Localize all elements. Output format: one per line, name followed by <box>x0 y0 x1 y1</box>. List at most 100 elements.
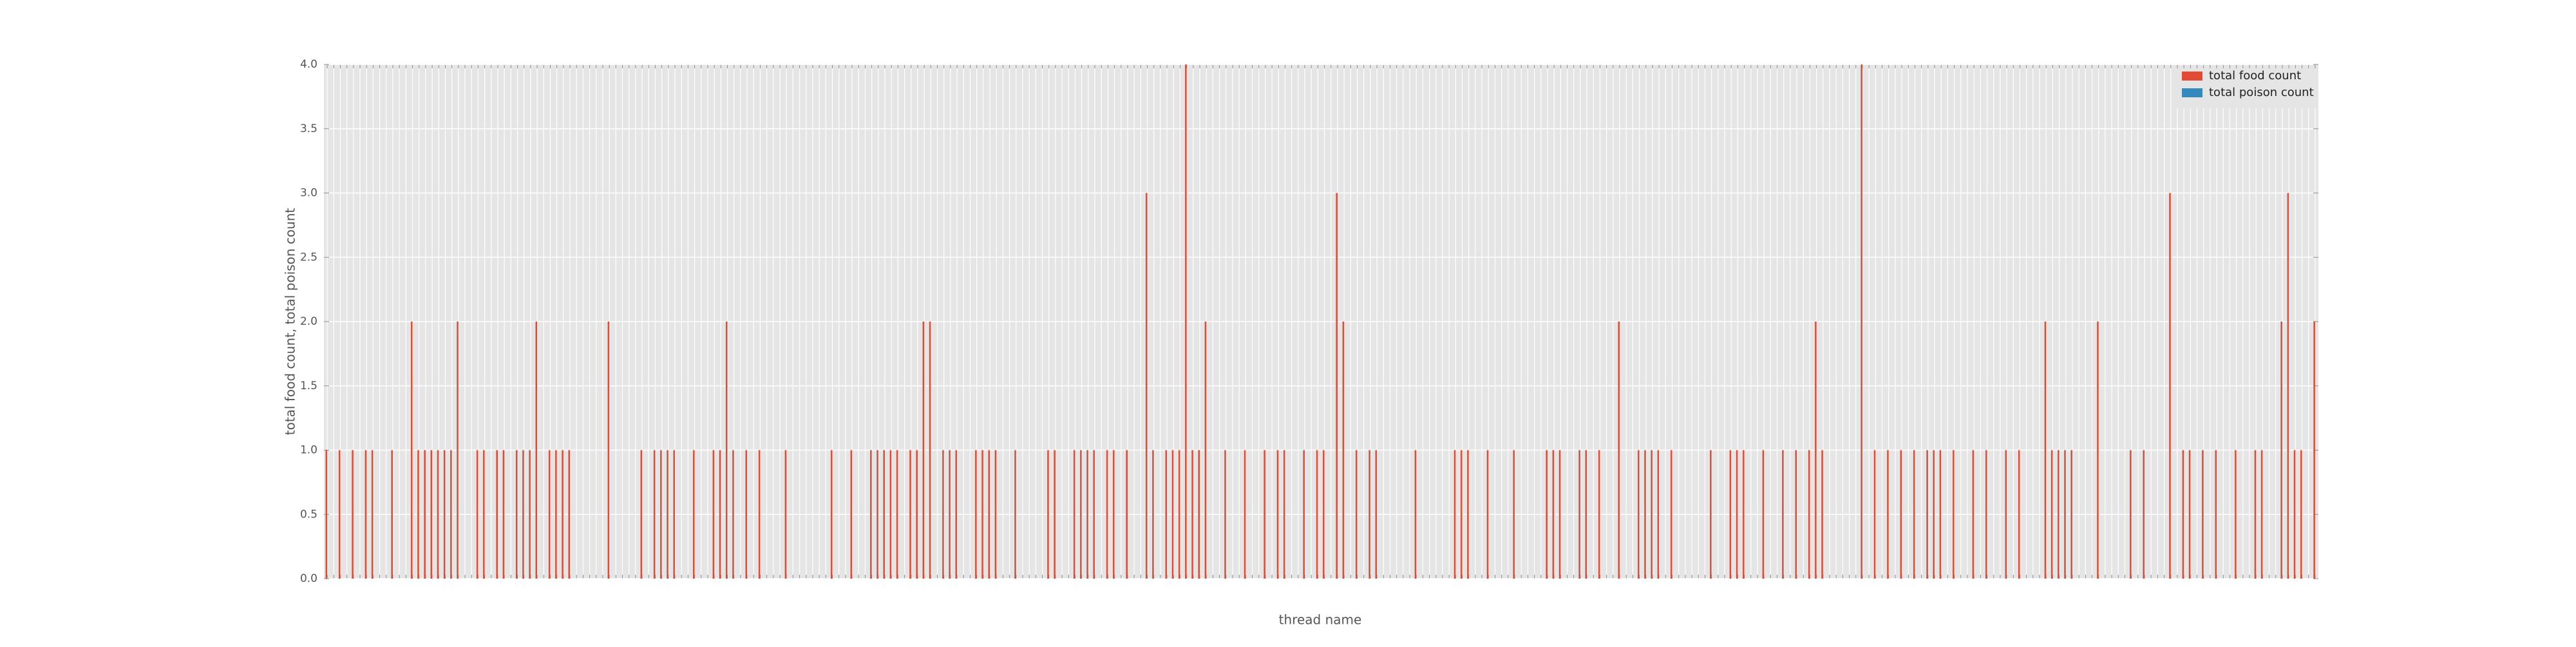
bar <box>568 450 571 579</box>
bar <box>1303 450 1305 579</box>
bar <box>1460 450 1463 579</box>
bar <box>1598 450 1600 579</box>
bar <box>1080 450 1082 579</box>
bar <box>1939 450 1942 579</box>
bar <box>1368 450 1370 579</box>
bar <box>660 450 662 579</box>
y-tick-label: 2.0 <box>300 315 317 328</box>
bar <box>1861 64 1862 579</box>
bar <box>2235 450 2237 579</box>
bar <box>2143 450 2145 579</box>
bar <box>1926 450 1928 579</box>
bar <box>410 322 413 579</box>
bar <box>758 450 761 579</box>
bar <box>955 450 958 579</box>
bar <box>1047 450 1049 579</box>
bar <box>1887 450 1889 579</box>
bar <box>896 450 898 579</box>
bar <box>483 450 485 579</box>
bar <box>1375 450 1378 579</box>
bar <box>712 450 715 579</box>
bar <box>994 450 997 579</box>
bar <box>535 322 538 579</box>
bar <box>1743 450 1745 579</box>
bar <box>988 450 990 579</box>
bar <box>515 450 518 579</box>
y-tick-label: 2.5 <box>300 251 317 264</box>
bar <box>1546 450 1548 579</box>
bar <box>2300 450 2302 579</box>
bar <box>1244 450 1246 579</box>
bar <box>1185 64 1187 579</box>
bar <box>2188 450 2191 579</box>
bar <box>352 450 354 579</box>
bar <box>1900 450 1902 579</box>
bar <box>1638 450 1640 579</box>
bar <box>1454 450 1456 579</box>
bar <box>784 450 787 579</box>
bar <box>1821 450 1823 579</box>
bar <box>1657 450 1660 579</box>
bar <box>975 450 977 579</box>
bar <box>981 450 983 579</box>
bar <box>1762 450 1765 579</box>
bar <box>1336 193 1338 579</box>
bar <box>909 450 911 579</box>
bar <box>1198 450 1200 579</box>
bar <box>870 450 872 579</box>
bar <box>876 450 878 579</box>
bar <box>476 450 478 579</box>
bar <box>1729 450 1732 579</box>
bar <box>1204 322 1207 579</box>
bar <box>1145 193 1148 579</box>
bar <box>1808 450 1810 579</box>
bar <box>1558 450 1561 579</box>
bar <box>673 450 676 579</box>
bar <box>1073 450 1075 579</box>
y-tick-label: 1.5 <box>300 380 317 392</box>
bar <box>1086 450 1088 579</box>
bar <box>443 450 446 579</box>
bar <box>1486 450 1489 579</box>
bar <box>2202 450 2204 579</box>
bar <box>325 450 328 579</box>
bar <box>1093 450 1095 579</box>
bar <box>1953 450 1955 579</box>
bar <box>830 450 833 579</box>
legend-swatch <box>2182 88 2202 97</box>
y-tick-label: 1.0 <box>300 444 317 457</box>
bar <box>1126 450 1128 579</box>
bar <box>424 450 426 579</box>
bar <box>1316 450 1318 579</box>
bar <box>1264 450 1265 579</box>
bar <box>1342 322 1345 579</box>
bar <box>2280 322 2282 579</box>
bar <box>2169 193 2171 579</box>
bar <box>607 322 610 579</box>
bar <box>1651 450 1653 579</box>
y-tick-label: 0.5 <box>300 508 317 521</box>
bar <box>2293 450 2296 579</box>
bar <box>1513 450 1515 579</box>
legend-label: total food count <box>2209 69 2301 82</box>
bar <box>555 450 557 579</box>
bar <box>430 450 433 579</box>
bar <box>548 450 551 579</box>
bar <box>2097 322 2099 579</box>
bar <box>1054 450 1056 579</box>
bar <box>725 322 728 579</box>
bar <box>1178 450 1180 579</box>
bar <box>1224 450 1226 579</box>
bar <box>2005 450 2007 579</box>
bar <box>1782 450 1784 579</box>
bar <box>850 450 853 579</box>
bar <box>502 450 505 579</box>
bar <box>719 450 721 579</box>
bar <box>2018 450 2020 579</box>
bar <box>2215 450 2217 579</box>
bar <box>1191 450 1193 579</box>
bar <box>745 450 748 579</box>
bar <box>1933 450 1935 579</box>
bar <box>1014 450 1016 579</box>
